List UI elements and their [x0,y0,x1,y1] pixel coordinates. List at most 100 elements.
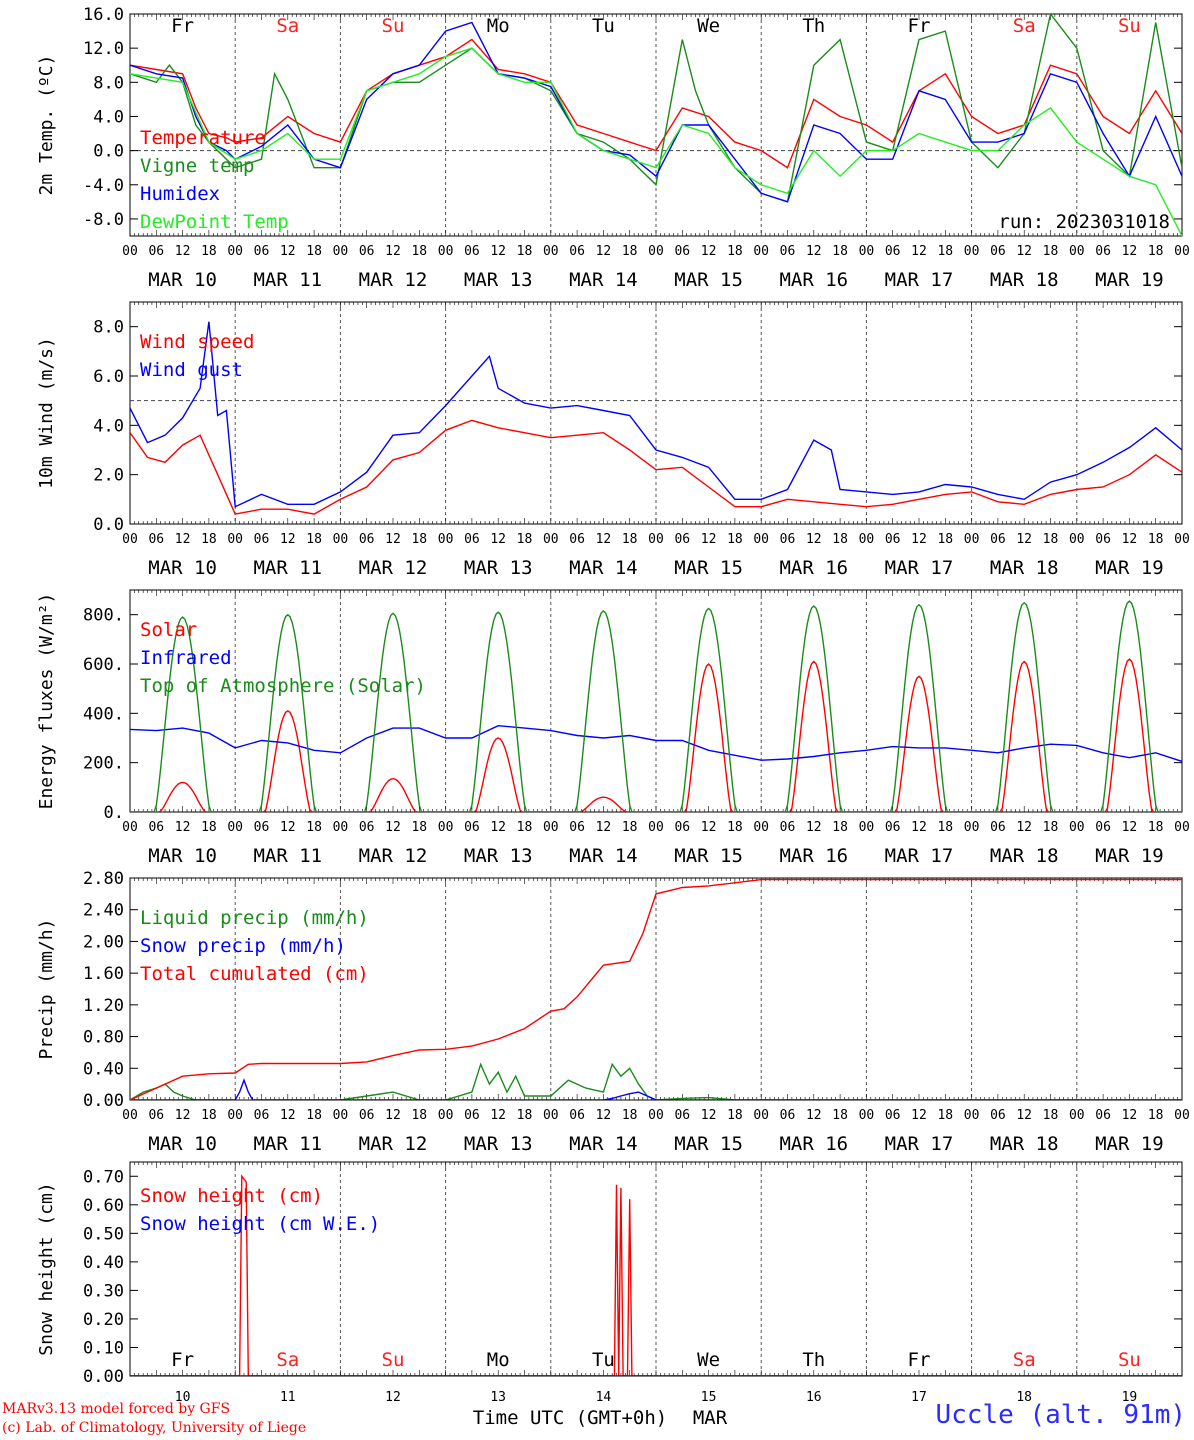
hour-label: 18 [1148,1108,1164,1123]
hour-label: 06 [254,1108,270,1123]
hour-label: 00 [438,1108,454,1123]
hour-label: 12 [701,532,717,547]
legend-entry: DewPoint Temp [140,211,289,233]
hour-label: 00 [859,1108,875,1123]
hour-label: 00 [227,1108,243,1123]
hour-label: 18 [517,1108,533,1123]
hour-label: 12 [175,532,191,547]
hour-label: 06 [569,1108,585,1123]
date-label: MAR 17 [885,269,954,291]
hour-label: 06 [359,244,375,259]
hour-label: 18 [1148,820,1164,835]
y-axis-label: 2m Temp. (ºC) [36,55,57,196]
day-number-label: 16 [806,1390,822,1405]
hour-label: 12 [1122,532,1138,547]
weekday-label: Mo [487,15,510,37]
y-tick-label: -4.0 [83,176,124,196]
hour-label: 06 [780,532,796,547]
hour-label: 06 [780,1108,796,1123]
hour-label: 18 [937,820,953,835]
hour-label: 00 [122,1108,138,1123]
date-label: MAR 14 [569,557,638,579]
hour-label: 00 [1069,244,1085,259]
hour-label: 06 [254,532,270,547]
date-label: MAR 19 [1095,557,1164,579]
y-tick-label: 1.60 [83,964,124,984]
hour-label: 00 [859,820,875,835]
hour-label: 12 [1016,244,1032,259]
hour-label: 00 [543,820,559,835]
date-label: MAR 11 [253,1133,322,1155]
hour-label: 06 [1095,244,1111,259]
hour-label: 18 [411,244,427,259]
run-label: run: 2023031018 [998,211,1170,233]
y-tick-label: -8.0 [83,210,124,230]
legend-entry: Liquid precip (mm/h) [140,907,369,929]
date-label: MAR 15 [674,269,743,291]
hour-label: 00 [543,244,559,259]
date-label: MAR 12 [359,845,428,867]
hour-label: 06 [674,820,690,835]
hour-label: 00 [333,532,349,547]
date-label: MAR 18 [990,845,1059,867]
hour-label: 00 [438,244,454,259]
hour-label: 18 [832,244,848,259]
hour-label: 06 [464,532,480,547]
date-label: MAR 16 [779,845,848,867]
hour-label: 12 [596,532,612,547]
weekday-label: Sa [276,15,299,37]
hour-label: 12 [280,1108,296,1123]
hour-label: 06 [148,244,164,259]
y-tick-label: 12.0 [83,39,124,59]
hour-label: 00 [438,532,454,547]
panel-wind: 0.0 2.0 4.0 6.0 8.0 10m Wind (m/s) 00 06 12 18 00 0… [36,301,1190,579]
hour-label: 00 [122,820,138,835]
hour-label: 06 [885,244,901,259]
station-label: Uccle (alt. 91m) [935,1400,1186,1430]
day-number-label: 17 [911,1390,927,1405]
hour-label: 18 [1043,244,1059,259]
hour-label: 18 [201,244,217,259]
series-line-snow-height-cm- [130,1174,1182,1376]
hour-label: 00 [648,820,664,835]
series-group [130,1174,1182,1376]
y-tick-label: 0.80 [83,1028,124,1048]
hour-label: 06 [885,1108,901,1123]
y-tick-label: 0.40 [83,1059,124,1079]
hour-label: 18 [622,532,638,547]
y-tick-label: 600. [83,655,124,675]
panel-snow: 0.00 0.10 0.20 0.30 0.40 0.50 0.60 0.70 Snow hei… [36,1161,1183,1405]
hour-label: 06 [1095,532,1111,547]
hour-label: 18 [832,1108,848,1123]
hour-label: 00 [227,532,243,547]
hour-label: 18 [517,244,533,259]
hour-label: 12 [806,244,822,259]
y-tick-label: 0.60 [83,1196,124,1216]
hour-label: 00 [1174,1108,1190,1123]
hour-label: 12 [385,244,401,259]
hour-label: 00 [753,1108,769,1123]
y-tick-label: 0.0 [93,142,124,162]
weekday-label: Sa [1013,15,1036,37]
day-number-label: 11 [280,1390,296,1405]
y-tick-label: 0.70 [83,1167,124,1187]
hour-label: 00 [859,244,875,259]
hour-label: 00 [122,244,138,259]
weekday-label: Fr [171,15,194,37]
hour-label: 18 [937,1108,953,1123]
legend-entry: Infrared [140,647,232,669]
hour-label: 12 [806,1108,822,1123]
y-tick-label: 0.30 [83,1281,124,1301]
hour-label: 18 [517,532,533,547]
legend-entry: Top of Atmosphere (Solar) [140,675,426,697]
weekday-label: Th [802,15,825,37]
hour-label: 12 [490,532,506,547]
legend-entry: Snow precip (mm/h) [140,935,346,957]
weekday-label: Su [382,15,405,37]
date-label: MAR 14 [569,269,638,291]
legend-entry: Solar [140,619,197,641]
y-tick-label: 2.80 [83,869,124,889]
date-label: MAR 10 [148,845,217,867]
model-credit-line2: (c) Lab. of Climatology, University of L… [2,1420,307,1436]
y-tick-label: 8.0 [93,73,124,93]
